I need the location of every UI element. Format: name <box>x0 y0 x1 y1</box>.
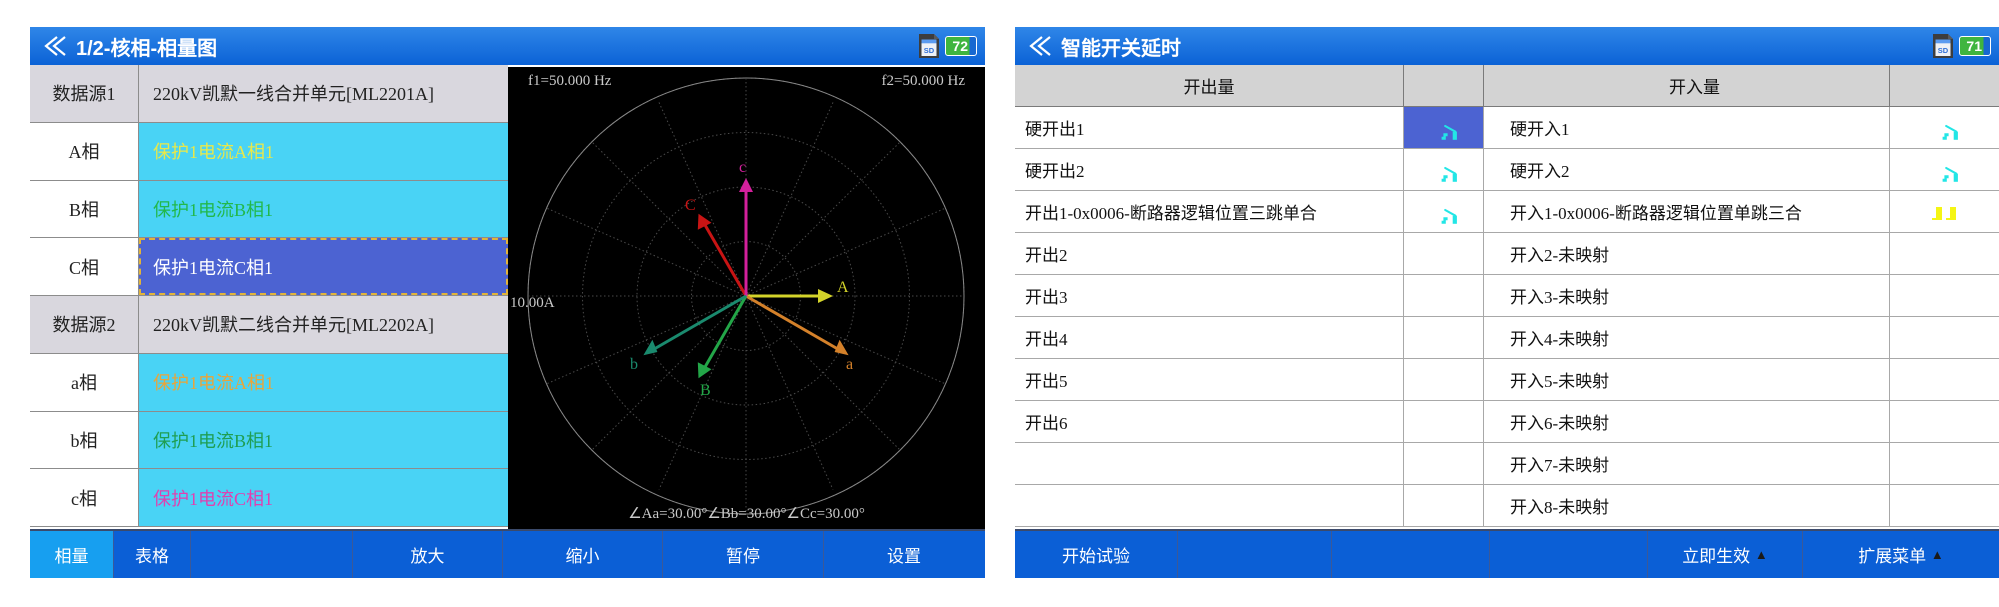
svg-text:SD: SD <box>924 46 935 55</box>
svg-text:B: B <box>700 382 711 399</box>
svg-text:a: a <box>846 356 853 373</box>
svg-text:A: A <box>837 279 849 296</box>
svg-text:c: c <box>739 159 746 176</box>
svg-text:C: C <box>685 197 696 214</box>
svg-text:b: b <box>630 356 638 373</box>
svg-text:SD: SD <box>1938 46 1949 55</box>
